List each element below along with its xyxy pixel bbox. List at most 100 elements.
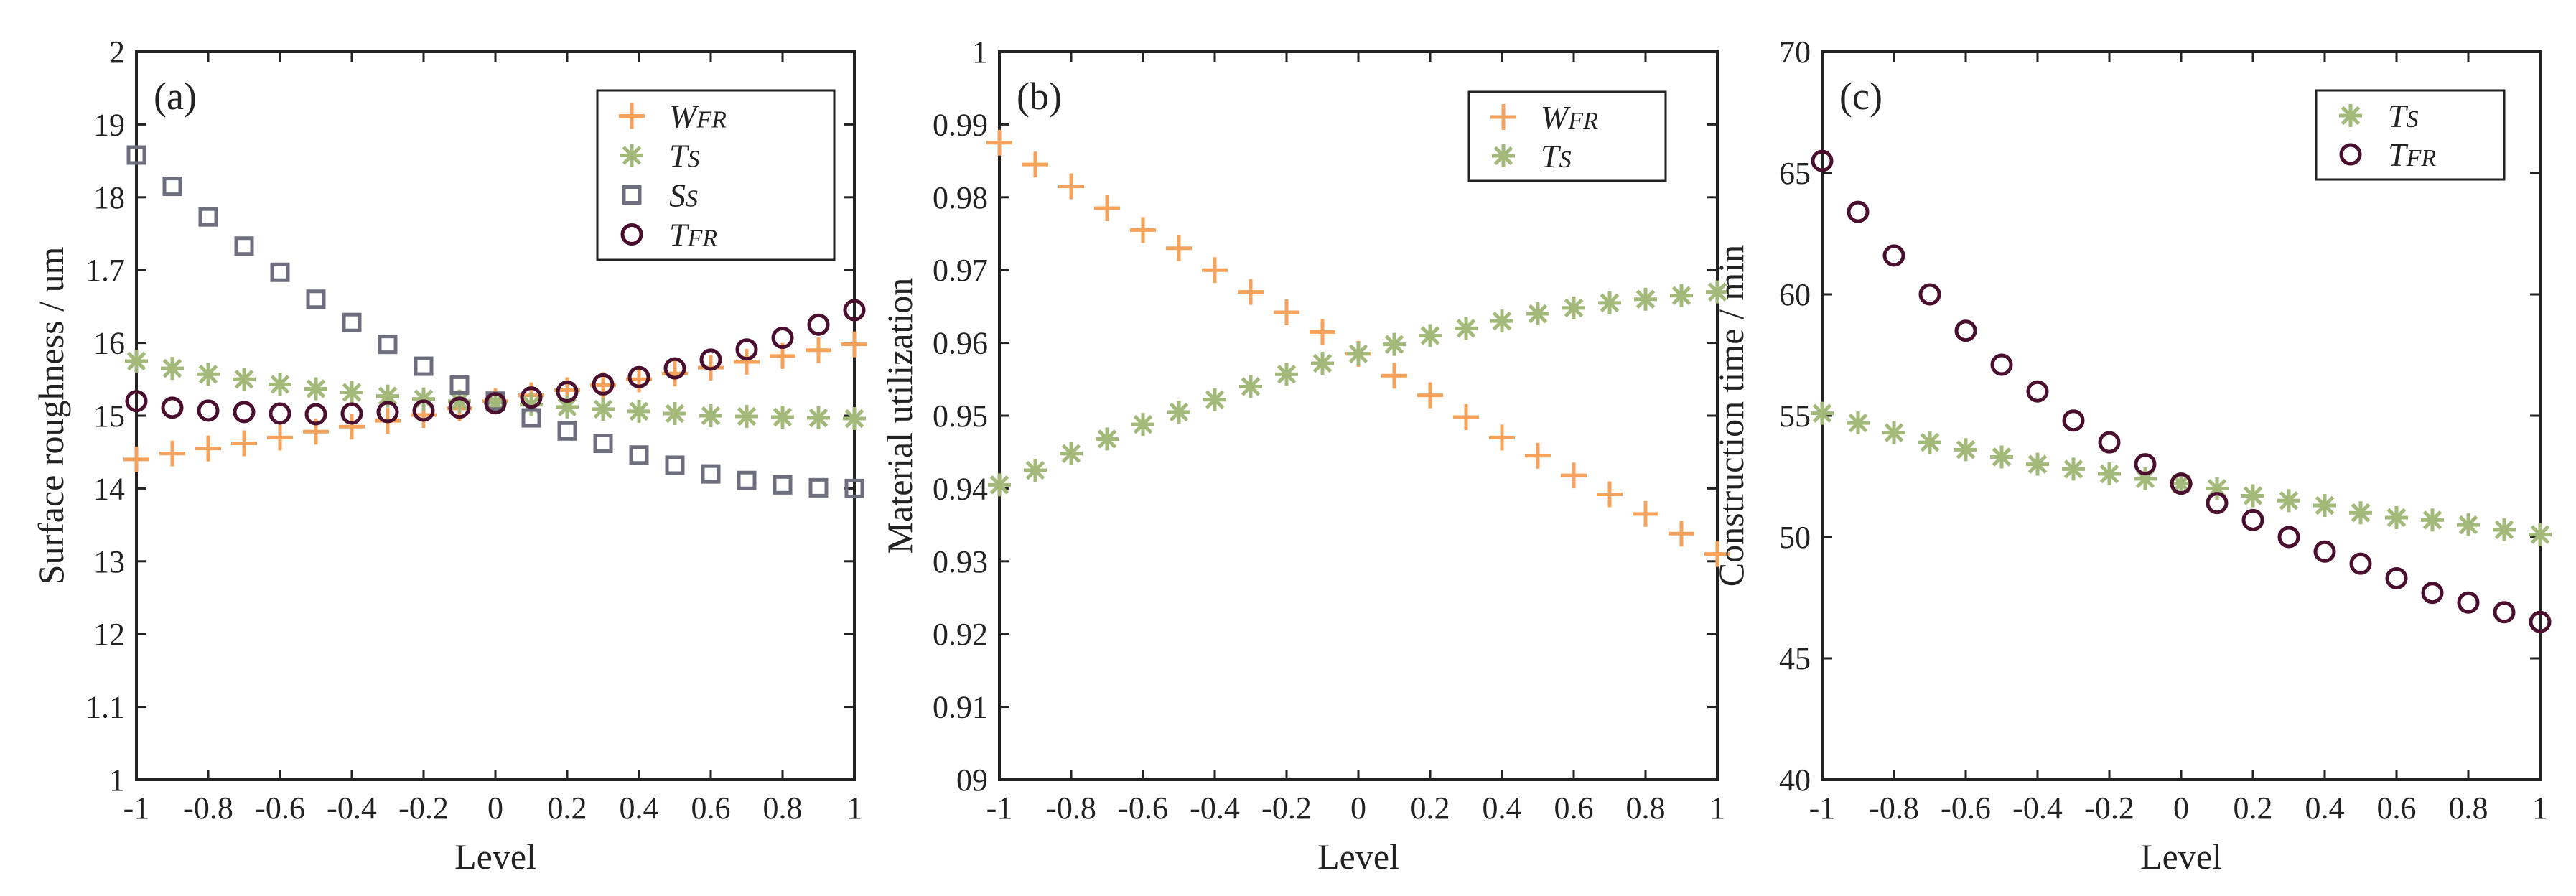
panel-a-tfr-point bbox=[807, 313, 830, 336]
panel-a-ss-point bbox=[737, 470, 757, 490]
panel-a-x-tick-label: -0.4 bbox=[327, 790, 377, 826]
panel-c-series-tfr bbox=[1811, 149, 2552, 633]
panel-c-legend-marker-tfr bbox=[2339, 143, 2362, 166]
panel-b-ts-point bbox=[1239, 375, 1262, 398]
panel-a-ts-point bbox=[304, 377, 327, 401]
panel-a-ts-point bbox=[735, 405, 758, 429]
panel-b-y-tick-label: 0.96 bbox=[933, 326, 988, 361]
panel-c-x-axis-label: Level bbox=[2140, 836, 2222, 877]
panel-c-ts-point bbox=[2349, 501, 2372, 525]
panel-a-tfr-point bbox=[197, 399, 220, 422]
panel-a-tag: (a) bbox=[154, 75, 197, 118]
panel-a-x-tick-label: 0.2 bbox=[548, 790, 587, 826]
panel-c-x-tick-label: 0.6 bbox=[2377, 790, 2417, 826]
panel-a-ss-point bbox=[126, 145, 146, 165]
panel-c-ts-point bbox=[2457, 513, 2480, 537]
panel-a-legend-label-ss: SS bbox=[669, 177, 698, 214]
panel-c-y-tick-label: 45 bbox=[1779, 641, 1811, 676]
panel-c-tfr-point bbox=[2241, 508, 2264, 531]
panel-b-wfr-point bbox=[1453, 404, 1479, 431]
panel-a-legend-marker-ts bbox=[620, 144, 643, 167]
panel-b-ts-point bbox=[1096, 427, 1119, 451]
panel-b-y-tick-label: 0.95 bbox=[933, 398, 988, 434]
panel-c-tfr-point bbox=[2098, 431, 2121, 454]
panel-b-marks bbox=[986, 129, 1730, 567]
panel-a-wfr-point bbox=[159, 440, 185, 467]
panel-c-tfr-point bbox=[2421, 582, 2444, 605]
panel-b-ts-point bbox=[1490, 309, 1513, 333]
panel-a-wfr-point bbox=[734, 348, 760, 375]
panel-b-y-tick-label: 0.97 bbox=[933, 253, 988, 288]
panel-c-legend-label-ts: TS bbox=[2388, 98, 2419, 134]
panel-b: (b) Level Material utilization -1 -0.8 -0.… bbox=[879, 34, 1730, 877]
panel-b-wfr-point bbox=[1704, 541, 1730, 567]
panel-a-wfr-point bbox=[339, 414, 365, 440]
panel-b-x-tick-label: 0.4 bbox=[1483, 790, 1522, 826]
panel-a-tfr-point bbox=[556, 381, 579, 403]
panel-a-ss-point bbox=[270, 262, 290, 282]
panel-a-ss-point bbox=[808, 477, 829, 498]
panel-a-y-axis-label: Surface roughness / um bbox=[31, 247, 71, 585]
legend-label-subscript: FR bbox=[696, 107, 727, 134]
panel-a-ticks: -1 -0.8 -0.6 -0.4 -0.2 0 0.2 0.4 0.6 0.8 1 1 1.1 12 13… bbox=[85, 34, 862, 826]
panel-b-ts-point bbox=[1383, 332, 1406, 356]
panel-c-y-tick-label: 65 bbox=[1779, 156, 1811, 191]
panel-a-ss-point bbox=[557, 421, 577, 441]
panel-a-ts-point bbox=[592, 397, 615, 421]
panel-b-y-tick-label: 1 bbox=[972, 34, 988, 70]
panel-a-series-tfr bbox=[125, 299, 866, 426]
panel-a-wfr-point bbox=[267, 424, 293, 451]
panel-a-x-tick-label: -1 bbox=[123, 790, 150, 826]
panel-c-y-tick-label: 40 bbox=[1779, 762, 1811, 798]
panel-a-ts-point bbox=[627, 399, 650, 423]
panel-c-x-tick-label: -1 bbox=[1809, 790, 1836, 826]
panel-b-wfr-point bbox=[1202, 257, 1228, 284]
panel-b-ts-point bbox=[1131, 413, 1154, 437]
legend-label-subscript: S bbox=[686, 186, 698, 213]
panel-a-tfr-point bbox=[161, 396, 184, 419]
panel-a-marks bbox=[123, 145, 867, 498]
panel-a-tfr-point bbox=[771, 327, 794, 350]
panel-b-ts-point bbox=[1167, 400, 1190, 424]
panel-a-ss-point bbox=[701, 464, 721, 484]
panel-a-x-tick-label: -0.8 bbox=[183, 790, 233, 826]
panel-c-y-axis-label: Construction time / min bbox=[1711, 245, 1751, 587]
panel-c-tfr-point bbox=[2493, 601, 2516, 624]
panel-a-y-tick-label: 1 bbox=[109, 762, 125, 798]
panel-a-tfr-point bbox=[627, 365, 650, 388]
panel-c-ts-point bbox=[2206, 477, 2229, 500]
panel-c-y-tick-label: 70 bbox=[1779, 34, 1811, 70]
panel-a-ts-point bbox=[699, 404, 722, 427]
panel-c-ts-point bbox=[2493, 518, 2516, 541]
panel-b-ts-point bbox=[1275, 363, 1298, 386]
panel-b-wfr-point bbox=[1274, 299, 1299, 326]
panel-c-y-tick-label: 50 bbox=[1779, 520, 1811, 555]
panel-a-ss-point bbox=[162, 177, 182, 197]
panel-a-ts-point bbox=[340, 381, 363, 404]
panel-a-ss-point bbox=[306, 289, 326, 309]
panel-a-ts-point bbox=[197, 363, 220, 386]
panel-a-ss-point bbox=[665, 455, 685, 475]
panel-b-x-tick-label: -0.4 bbox=[1190, 790, 1240, 826]
panel-a-ss-point bbox=[449, 375, 470, 395]
panel-a-y-tick-label: 15 bbox=[93, 398, 125, 434]
panel-b-wfr-point bbox=[1669, 521, 1694, 547]
panel-c-tfr-point bbox=[2277, 526, 2300, 549]
panel-b-y-tick-label: 0.99 bbox=[933, 107, 988, 142]
panel-c-x-tick-label: -0.4 bbox=[2012, 790, 2063, 826]
panel-a-tfr-point bbox=[269, 402, 291, 425]
panel-a-tfr-point bbox=[412, 399, 435, 422]
panel-b-y-tick-label: 0.93 bbox=[933, 544, 988, 579]
panel-b-x-tick-label: -1 bbox=[986, 790, 1013, 826]
panel-b-ts-point bbox=[1634, 287, 1657, 311]
panel-c-ts-point bbox=[2529, 523, 2552, 546]
panel-c-tfr-point bbox=[2134, 453, 2157, 476]
legend-label-main: W bbox=[669, 98, 699, 135]
panel-a-wfr-point bbox=[231, 430, 257, 457]
panel-b-wfr-point bbox=[1130, 217, 1156, 243]
panel-a-legend-marker-tfr bbox=[620, 223, 643, 246]
panel-a-ts-point bbox=[843, 407, 866, 431]
panel-a-tfr-point bbox=[735, 338, 758, 361]
panel-c: (c) Level Construction time / min -1 -0.8… bbox=[1711, 34, 2552, 877]
